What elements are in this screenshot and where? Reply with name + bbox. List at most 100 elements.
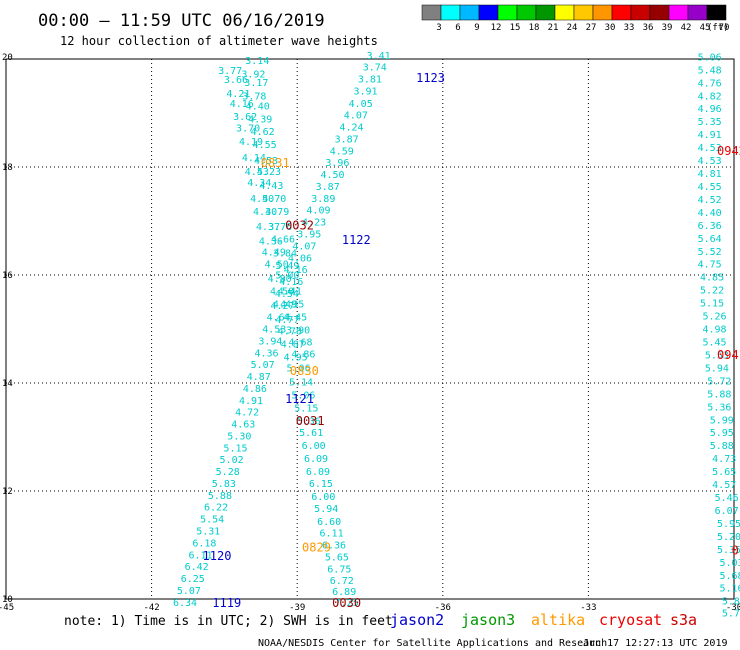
legend-entry-jason2: jason2 <box>390 611 444 629</box>
wave-height-value: 4.70 <box>262 194 286 205</box>
colorbar-swatch <box>706 4 727 21</box>
colorbar-tick-label: 24 <box>567 23 578 33</box>
wave-height-value: 4.66 <box>271 234 295 245</box>
y-tick-label: 20 <box>2 53 13 63</box>
wave-height-value: 5.88 <box>710 441 734 452</box>
wave-height-value: 3.90 <box>286 326 310 337</box>
pass-time-label: 0831 <box>261 156 290 170</box>
wave-height-value: 5.94 <box>705 363 729 374</box>
wave-height-value: 5.31 <box>196 527 220 538</box>
pass-time-label: 0032 <box>285 218 314 232</box>
wave-height-value: 4.05 <box>349 99 373 110</box>
wave-height-value: 5.53 <box>705 350 729 361</box>
colorbar-tick-label: 42 <box>681 23 692 33</box>
colorbar-tick-label: 3 <box>436 23 441 33</box>
chart-title: 00:00 — 11:59 UTC 06/16/2019 <box>38 11 325 31</box>
wave-height-value: 3.96 <box>325 158 349 169</box>
wave-height-value: 3.95 <box>297 230 321 241</box>
wave-height-value: 5.20 <box>717 532 740 543</box>
wave-height-value: 4.09 <box>306 206 330 217</box>
wave-height-value: 4.53 <box>698 143 722 154</box>
wave-height-value: 5.82 <box>722 597 740 608</box>
wave-height-value: 6.09 <box>304 454 328 465</box>
wave-height-value: 4.96 <box>698 104 722 115</box>
wave-height-value: 3.14 <box>245 56 269 67</box>
colorbar-tick-label: 70 <box>719 23 730 33</box>
wave-height-value: 6.22 <box>204 503 228 514</box>
wave-height-value: 5.30 <box>227 431 251 442</box>
wave-height-value: 4.36 <box>254 348 278 359</box>
x-tick-label: -30 <box>726 603 740 613</box>
colorbar-swatch <box>649 4 670 21</box>
wave-height-value: 5.45 <box>702 338 726 349</box>
wave-height-value: 4.50 <box>320 170 344 181</box>
wave-height-value: 4.59 <box>330 146 354 157</box>
plot-frame <box>5 58 735 600</box>
wave-height-value: 4.95 <box>284 353 308 364</box>
wave-height-value: 4.53 <box>698 156 722 167</box>
pass-time-label: 1119 <box>212 596 241 610</box>
wave-height-value: 3.89 <box>311 194 335 205</box>
legend-entry-jason3: jason3 <box>461 611 515 629</box>
wave-height-value: 4.24 <box>339 123 363 134</box>
wave-height-value: 4.75 <box>698 260 722 271</box>
wave-height-value: 5.83 <box>212 479 236 490</box>
colorbar-swatch <box>421 4 442 21</box>
wave-height-value: 3.66 <box>224 75 248 86</box>
colorbar-tick-label: 39 <box>662 23 673 33</box>
colorbar-swatch <box>573 4 594 21</box>
wave-height-value: 5.06 <box>698 52 722 63</box>
satellite-legend: jason2 jason3 altika cryosat s3a <box>390 611 697 629</box>
wave-height-value: 4.27 <box>271 301 295 312</box>
wave-height-value: 5.00 <box>275 271 299 282</box>
wave-height-value: 3.70 <box>236 124 260 135</box>
colorbar-tick-label: 9 <box>474 23 479 33</box>
wave-height-value: 5.16 <box>719 584 740 595</box>
wave-height-value: 3.84 <box>273 248 297 259</box>
wave-height-value: 6.00 <box>311 492 335 503</box>
pass-time-label: 1123 <box>416 71 445 85</box>
wave-height-value: 5.07 <box>177 586 201 597</box>
wave-height-value: 4.53 <box>254 156 278 167</box>
wave-height-value: 4.19 <box>239 137 263 148</box>
x-tick-label: -36 <box>435 603 451 613</box>
wave-height-value: 5.65 <box>712 467 736 478</box>
wave-height-value: 4.41 <box>278 287 302 298</box>
wave-height-value: 4.23 <box>302 218 326 229</box>
wave-height-value: 4.40 <box>698 208 722 219</box>
wave-height-value: 5.95 <box>710 428 734 439</box>
wave-height-value: 4.43 <box>259 181 283 192</box>
colorbar-swatch <box>592 4 613 21</box>
wave-height-value: 5.36 <box>707 402 731 413</box>
wave-height-value: 4.23 <box>257 167 281 178</box>
wave-height-value: 4.50 <box>265 260 289 271</box>
wave-height-value: 5.06 <box>287 363 311 374</box>
wave-height-value: 4.53 <box>262 325 286 336</box>
x-tick-label: -39 <box>289 603 305 613</box>
wave-height-value: 4.80 <box>268 274 292 285</box>
pass-time-label: 0830 <box>290 364 319 378</box>
wave-height-value: 4.91 <box>239 396 263 407</box>
wave-height-value: 6.00 <box>302 441 326 452</box>
pass-labels: 1123 1122 1121 1120 1119 0831 0830 0829 0032 0031… <box>203 71 740 610</box>
wave-height-value: 4.77 <box>275 315 299 326</box>
colorbar-tick-label: 45 <box>700 23 711 33</box>
wave-height-value: 6.09 <box>306 467 330 478</box>
wave-height-value: 5.79 <box>722 609 740 620</box>
wave-height-value: 5.36 <box>297 416 321 427</box>
wave-height-value: 5.49 <box>275 261 299 272</box>
legend-entry-s3a: s3a <box>670 611 697 629</box>
wave-height-value: 5.64 <box>698 234 722 245</box>
wave-height-value: 4.73 <box>712 454 736 465</box>
legend-entry-altika: altika <box>531 611 585 629</box>
axis-ticks: -45 -42 -39 -36 -33 -30 10 12 14 16 18 20 <box>0 53 740 613</box>
colorbar-unit: (ft) <box>707 23 729 33</box>
wave-height-value: 6.07 <box>715 506 739 517</box>
wave-height-value: 5.06 <box>291 390 315 401</box>
wave-height-value: 6.60 <box>317 517 341 528</box>
wave-height-value: 5.72 <box>707 376 731 387</box>
colorbar-swatch <box>459 4 480 21</box>
wave-height-value: 4.55 <box>253 140 277 151</box>
wave-height-value: 4.07 <box>344 111 368 122</box>
